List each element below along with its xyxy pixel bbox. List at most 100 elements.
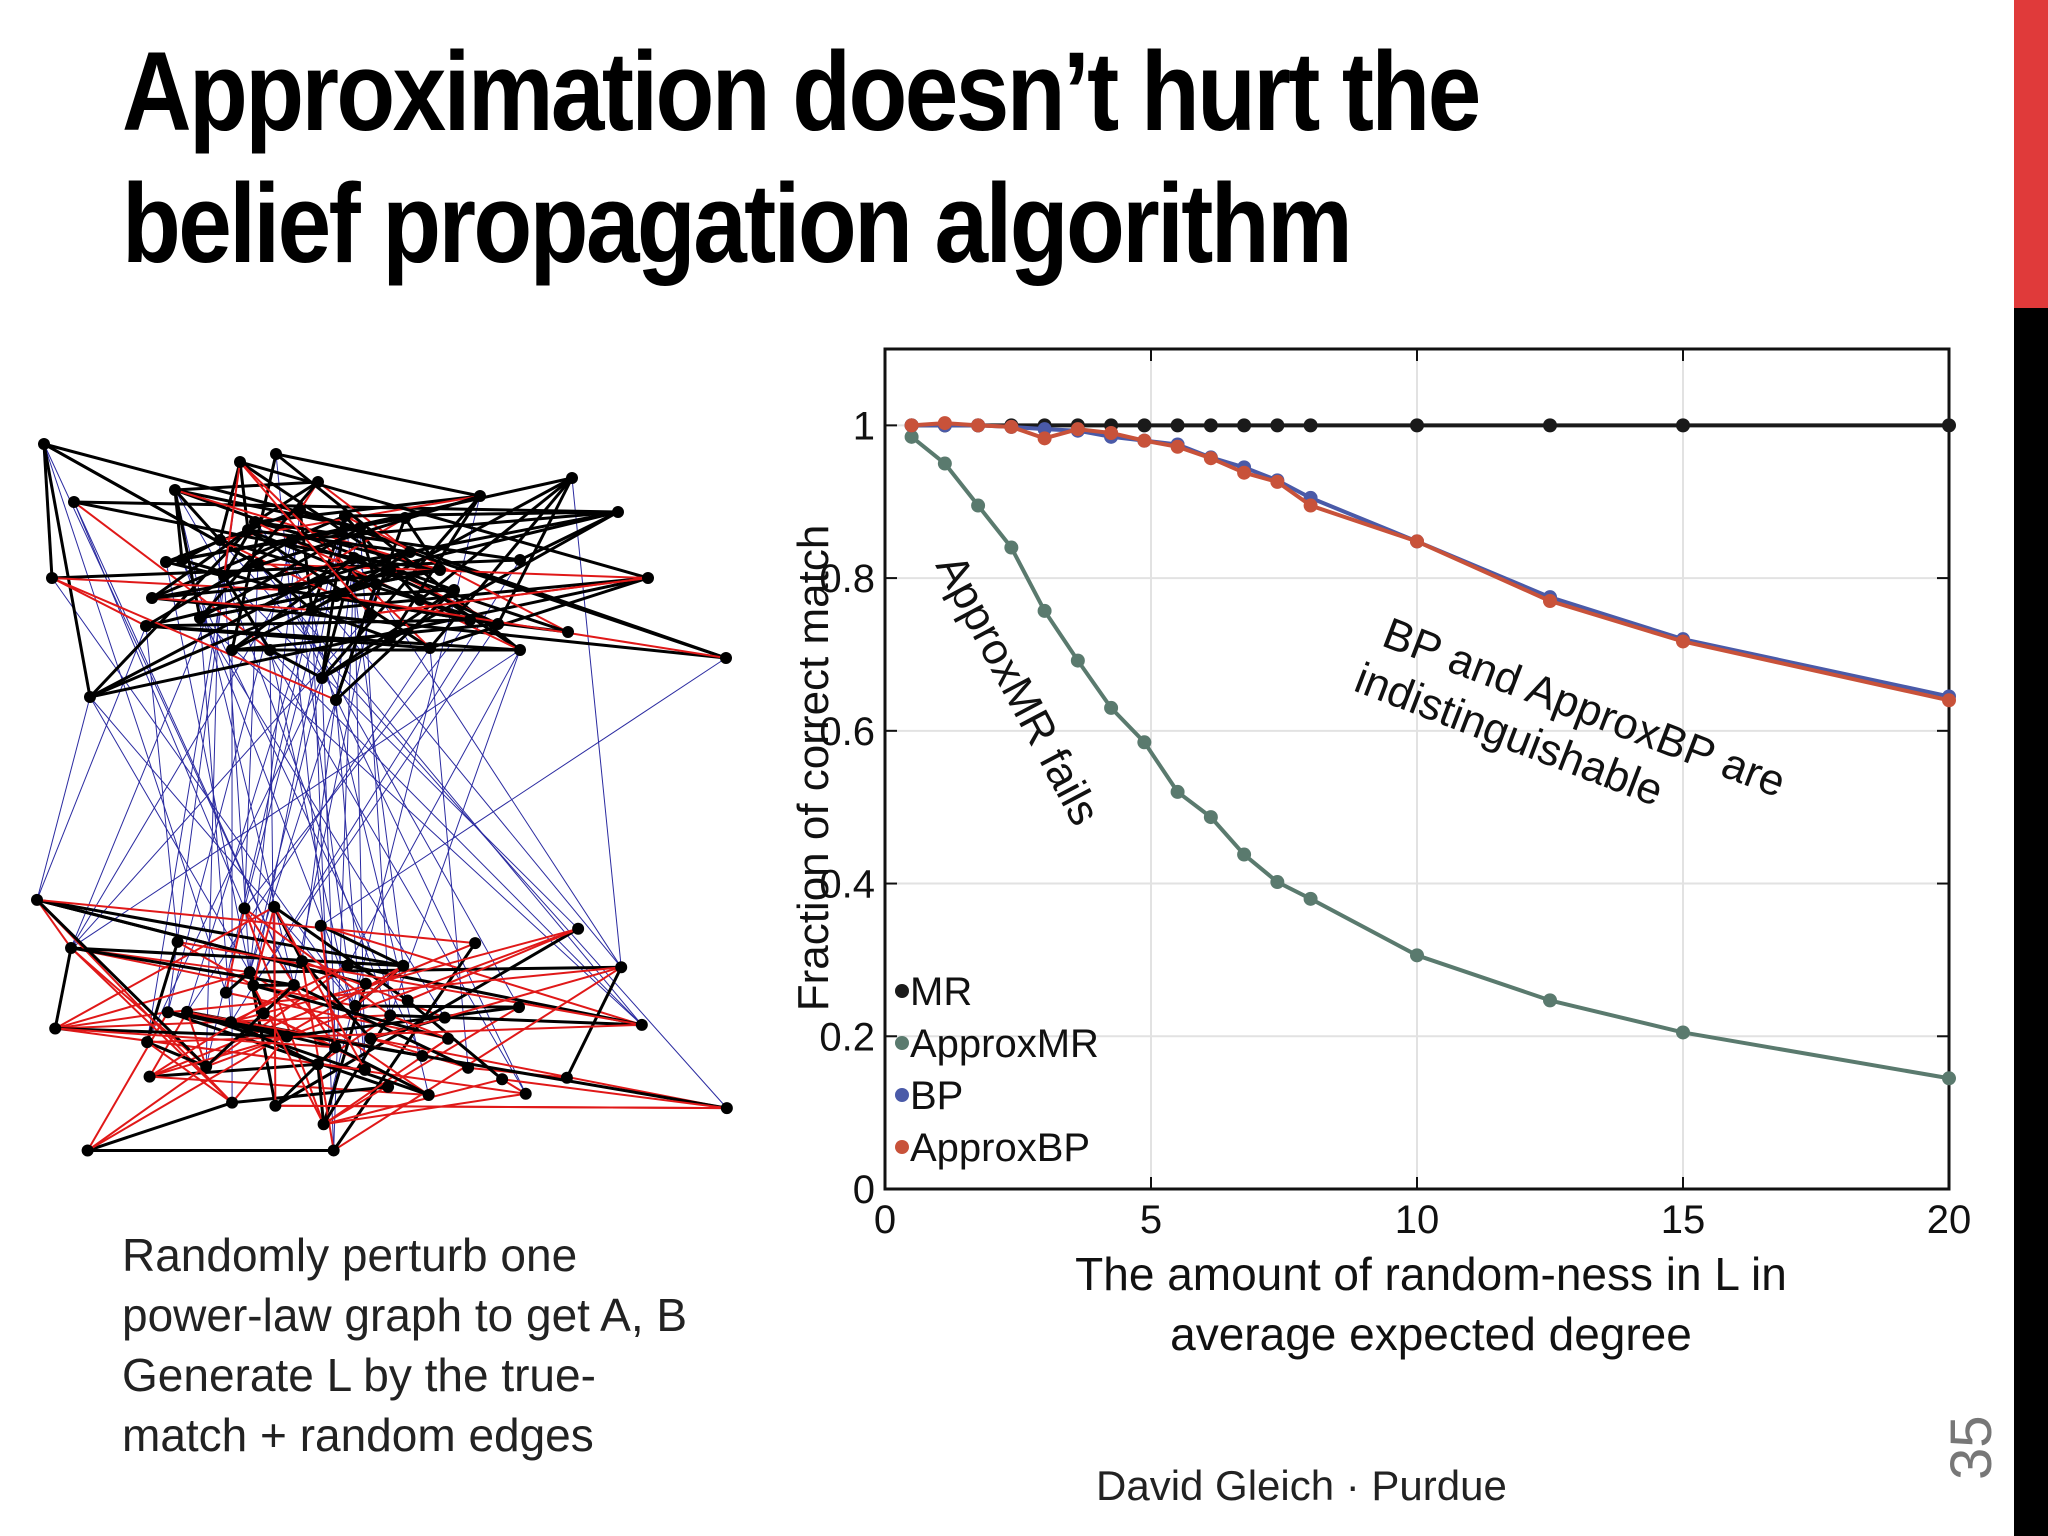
graph-edge-red: [51, 577, 147, 627]
graph-edge-red: [317, 1063, 366, 1071]
x-tick-label: 20: [1927, 1198, 1972, 1242]
graph-node: [562, 626, 574, 638]
graph-edge-blue: [89, 696, 356, 1007]
graph-edge-red: [149, 984, 295, 1078]
data-point-mr: [1676, 418, 1690, 433]
y-tick-label: 1: [853, 404, 875, 448]
graph-node: [560, 1071, 573, 1084]
graph-node: [348, 552, 360, 564]
graph-edge-black: [375, 476, 573, 586]
graph-edge-red: [223, 461, 241, 577]
data-point-mr: [1237, 418, 1252, 433]
graph-node: [226, 644, 238, 656]
graph-edge-red: [273, 906, 366, 1071]
graph-edge-red: [149, 1075, 429, 1096]
graph-node: [296, 955, 309, 968]
chart-svg: 0 5 10 15 20 0 0.2 0.4 0.6 0.8 1 Fraction of corre…: [789, 347, 1971, 1360]
graph-node: [141, 1036, 154, 1049]
graph-node: [424, 642, 436, 654]
graph-node: [404, 546, 416, 558]
graph-node: [566, 472, 578, 484]
graph-edge-blue: [323, 495, 481, 1125]
graph-edge-black: [151, 528, 249, 600]
graph-edge-blue: [320, 657, 727, 927]
graph-node: [171, 935, 184, 948]
graph-edge-black: [205, 983, 295, 1068]
graph-edge-blue: [269, 649, 366, 1071]
graph-edge-black: [42, 443, 54, 579]
graph-edge-black: [222, 575, 272, 651]
graph-edge-red: [186, 1011, 208, 1067]
graph-node: [269, 1099, 282, 1112]
graph-node: [65, 941, 78, 954]
data-point-approxmr: [937, 456, 952, 471]
graph-edge-black: [358, 527, 378, 585]
x-tick-label: 10: [1395, 1198, 1440, 1242]
graph-node: [572, 922, 585, 935]
accent-bar-black: [2014, 308, 2048, 1536]
data-point-approxbp: [1237, 465, 1252, 480]
graph-node: [316, 672, 328, 684]
graph-node: [140, 620, 152, 632]
caption-line-3: Generate L by the true-: [122, 1349, 596, 1401]
graph-edge-blue: [70, 613, 371, 949]
graph-edge-black: [293, 983, 469, 1070]
graph-edge-black: [320, 924, 404, 968]
graph-edge-black: [286, 1005, 520, 1039]
graph-node: [280, 1030, 293, 1043]
graph-edge-red: [225, 991, 449, 1040]
graph-edge-red: [370, 966, 622, 1040]
graph-edge-blue: [257, 563, 643, 1026]
graph-node: [612, 506, 624, 518]
data-point-approxmr: [1037, 603, 1052, 618]
data-point-approxmr: [1543, 993, 1557, 1008]
graph-edge-black: [247, 528, 411, 554]
legend-label-approxmr: ApproxMR: [910, 1022, 1099, 1066]
graph-node: [364, 608, 376, 620]
data-point-approxbp: [1037, 431, 1052, 446]
graph-node: [384, 1009, 397, 1022]
data-point-approxmr: [1410, 948, 1424, 963]
data-point-mr: [1410, 418, 1424, 433]
graph-node: [384, 564, 396, 576]
graph-edge-black: [419, 476, 573, 602]
data-point-approxbp: [1303, 498, 1318, 513]
graph-edge-black: [291, 538, 569, 634]
graph-node: [615, 961, 628, 974]
graph-edge-black: [42, 443, 92, 698]
x-tick-label: 0: [874, 1198, 896, 1242]
graph-node: [642, 572, 654, 584]
data-point-approxbp: [1270, 474, 1285, 489]
graph-edge-red: [54, 906, 275, 1030]
graph-node: [359, 977, 372, 990]
graph-edge-blue: [73, 501, 245, 909]
graph-edge-black: [409, 550, 727, 660]
graph-edge-blue: [291, 539, 349, 966]
data-point-approxbp: [1543, 594, 1557, 608]
graph-node: [358, 1063, 371, 1076]
graph-node: [514, 554, 526, 566]
y-tick-label: 0.8: [819, 557, 875, 601]
graph-node: [214, 534, 226, 546]
data-point-approxmr: [1676, 1025, 1690, 1040]
graph-edge-red: [149, 942, 476, 1078]
graph-node: [38, 438, 50, 450]
data-point-approxbp: [1170, 439, 1185, 454]
graph-edge-black: [275, 452, 481, 498]
graph-node: [234, 456, 246, 468]
graph-edge-red: [151, 597, 313, 611]
axis-ticks: 0 5 10 15 20 0 0.2 0.4 0.6 0.8 1: [819, 349, 1971, 1242]
graph-edge-red: [36, 899, 72, 949]
graph-edge-black: [254, 494, 481, 524]
graph-edge-red: [70, 947, 233, 1104]
graph-edge-blue: [243, 563, 259, 909]
graph-edge-red: [70, 947, 207, 1068]
graph-edge-black: [35, 898, 208, 1068]
graph-edge-red: [323, 1078, 503, 1126]
graph-edge-black: [73, 500, 619, 514]
data-point-approxbp: [904, 418, 919, 433]
graph-node: [341, 959, 354, 972]
data-point-mr: [1170, 418, 1185, 433]
graph-node: [268, 900, 281, 913]
graph-edge-red: [55, 1011, 169, 1030]
